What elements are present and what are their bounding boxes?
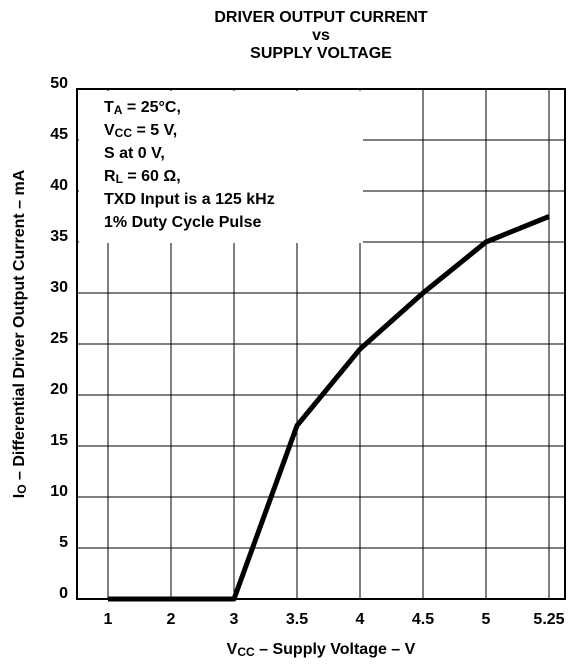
y-axis-label-part: O (15, 484, 29, 493)
y-tick-label: 5 (59, 534, 68, 551)
y-tick-label: 40 (50, 177, 68, 194)
y-tick-label: 45 (50, 126, 68, 143)
data-line (108, 214, 550, 602)
annotation: RL = 60 Ω, (104, 168, 181, 186)
x-tick-label: 5.25 (533, 611, 564, 628)
x-tick-label: 4.5 (412, 611, 434, 628)
x-axis-label: VCC – Supply Voltage – V (227, 641, 416, 659)
x-tick-label: 2 (167, 611, 176, 628)
y-tick-label: 20 (50, 381, 68, 398)
annotation-part: = 25°C, (122, 99, 180, 116)
x-tick-label: 3.5 (286, 611, 308, 628)
annotation: 1% Duty Cycle Pulse (104, 214, 262, 231)
x-axis-label-part: V (227, 641, 238, 658)
y-tick-label: 15 (50, 432, 68, 449)
x-tick-label: 3 (230, 611, 239, 628)
y-tick-label: 35 (50, 228, 68, 245)
plot-frame (76, 88, 566, 600)
annotation-part: = 5 V, (132, 122, 177, 139)
chart-title: DRIVER OUTPUT CURRENT (214, 9, 428, 26)
chart-title: SUPPLY VOLTAGE (250, 45, 392, 62)
annotation-part: T (104, 99, 114, 116)
annotation-part: = 60 Ω, (123, 168, 181, 185)
y-tick-label: 0 (59, 585, 68, 602)
x-axis-label-part: CC (237, 645, 255, 659)
y-axis-label: IO – Differential Driver Output Current … (11, 169, 29, 498)
x-tick-label: 1 (104, 611, 113, 628)
y-axis-label-part: I (11, 494, 28, 498)
x-tick-label: 4 (356, 611, 365, 628)
y-tick-label: 50 (50, 75, 68, 92)
annotation-part: CC (115, 126, 133, 140)
y-tick-label: 30 (50, 279, 68, 296)
annotation-part: A (114, 103, 123, 117)
annotation-bg (79, 91, 363, 243)
x-tick-label: 5 (482, 611, 491, 628)
y-tick-label: 25 (50, 330, 68, 347)
y-tick-label: 10 (50, 483, 68, 500)
chart-title: vs (312, 27, 330, 44)
annotation: S at 0 V, (104, 145, 165, 162)
annotation-part: 1% Duty Cycle Pulse (104, 214, 262, 231)
x-axis-label-part: – Supply Voltage – V (255, 641, 416, 658)
annotation: VCC = 5 V, (104, 122, 177, 140)
annotation: TA = 25°C, (104, 99, 181, 117)
annotation-part: R (104, 168, 116, 185)
y-axis-label-part: – Differential Driver Output Current – m… (11, 169, 28, 484)
annotation: TXD Input is a 125 kHz (104, 191, 275, 208)
annotation-part: TXD Input is a 125 kHz (104, 191, 275, 208)
annotation-part: V (104, 122, 115, 139)
annotation-part: S at 0 V, (104, 145, 165, 162)
annotation-part: L (116, 172, 123, 186)
